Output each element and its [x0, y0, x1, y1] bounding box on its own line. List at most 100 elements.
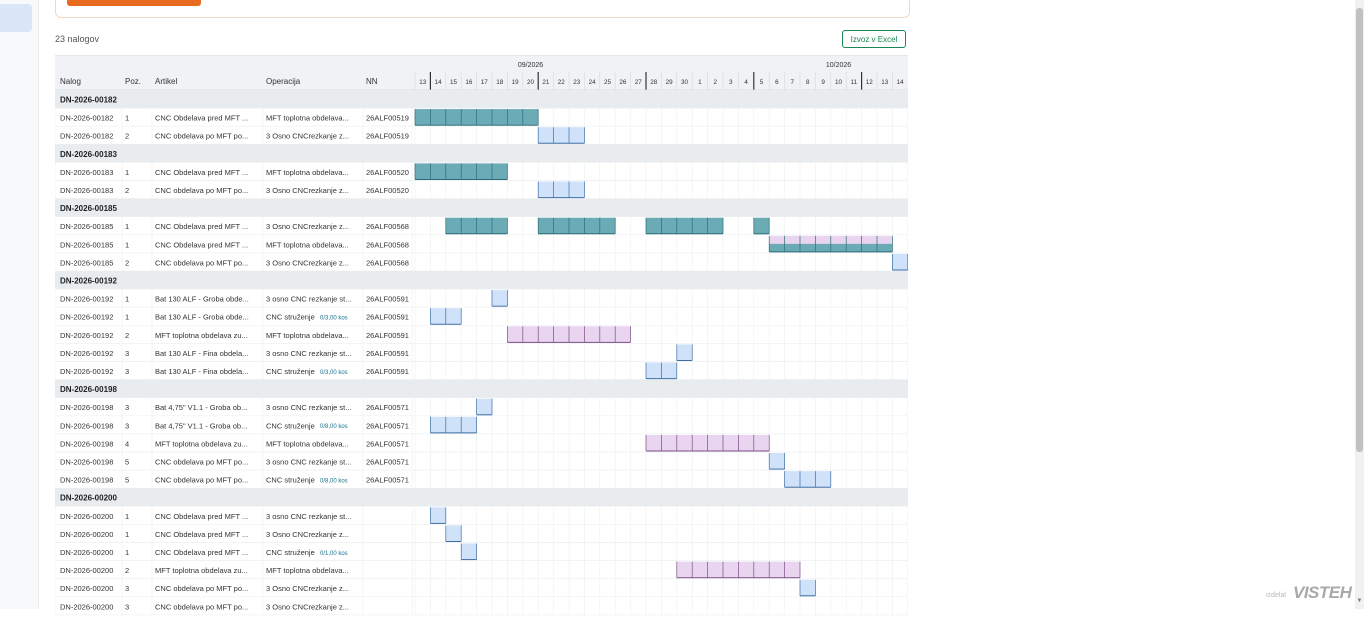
gantt-bar[interactable] — [445, 525, 462, 542]
cell-nn: 26ALF00591 — [366, 313, 409, 322]
gantt-bar[interactable] — [892, 253, 908, 270]
cell-nalog: DN-2026-00200 — [60, 566, 113, 575]
column-header-0: Nalog — [60, 77, 81, 86]
gantt-bar[interactable] — [646, 217, 723, 234]
cell-nn: 26ALF00568 — [366, 240, 409, 249]
gantt-bar[interactable] — [492, 290, 508, 307]
sidebar-item-active[interactable] — [0, 4, 32, 32]
cell-poz: 1 — [125, 114, 129, 123]
cell-operacija: MFT toplotna obdelava... — [266, 439, 349, 448]
scroll-down-icon[interactable]: ▼ — [1356, 598, 1363, 604]
cell-nalog: DN-2026-00185 — [60, 258, 113, 267]
cell-poz: 1 — [125, 240, 129, 249]
cell-nn: 26ALF00591 — [366, 295, 409, 304]
cell-nn: 26ALF00571 — [366, 458, 409, 467]
gantt-bar[interactable] — [769, 453, 785, 470]
cell-nalog: DN-2026-00200 — [60, 512, 113, 521]
cell-nalog: DN-2026-00200 — [60, 584, 113, 593]
day-label: 3 — [729, 79, 733, 86]
cell-operacija: CNC struženje — [266, 367, 315, 376]
gantt-bar[interactable] — [430, 507, 446, 524]
day-label: 28 — [650, 79, 658, 86]
group-row — [55, 488, 908, 507]
group-row — [55, 379, 908, 398]
cell-poz: 1 — [125, 168, 129, 177]
primary-action-button[interactable] — [67, 0, 201, 6]
cell-artikel: Bat 130 ALF - Groba obde... — [155, 313, 249, 322]
cell-nalog: DN-2026-00200 — [60, 548, 113, 557]
cell-artikel: MFT toplotna obdelava zu... — [155, 331, 248, 340]
day-label: 29 — [666, 79, 674, 86]
column-header-4: NN — [366, 77, 378, 86]
cell-nalog: DN-2026-00183 — [60, 186, 113, 195]
scrollbar[interactable]: ▼ — [1355, 0, 1364, 609]
cell-operacija: CNC struženje — [266, 421, 315, 430]
cell-artikel: MFT toplotna obdelava zu... — [155, 439, 248, 448]
day-label: 13 — [419, 79, 427, 86]
cell-nn: 26ALF00591 — [366, 349, 409, 358]
sidebar — [0, 0, 39, 609]
cell-artikel: CNC Obdelava pred MFT ... — [155, 512, 248, 521]
gantt-bar[interactable] — [784, 471, 831, 488]
cell-poz: 1 — [125, 512, 129, 521]
visteh-logo: izdelal VISTEH — [1266, 583, 1352, 606]
scrollbar-thumb[interactable] — [1356, 8, 1363, 452]
group-label: DN-2026-00200 — [60, 494, 117, 503]
day-label: 2 — [714, 79, 718, 86]
order-count: 23 nalogov — [55, 34, 100, 44]
gantt-bar[interactable] — [538, 127, 585, 144]
quantity-label: 0/3,00 kos — [320, 370, 348, 376]
cell-nn: 26ALF00568 — [366, 222, 409, 231]
cell-operacija: 3 osno CNC rezkanje st... — [266, 349, 351, 358]
quantity-label: 0/3,00 kos — [320, 316, 348, 322]
cell-artikel: MFT toplotna obdelava zu... — [155, 566, 248, 575]
cell-nn: 26ALF00519 — [366, 114, 409, 123]
day-label: 27 — [635, 79, 643, 86]
cell-artikel: CNC Obdelava pred MFT ... — [155, 168, 248, 177]
grid-header — [55, 56, 908, 90]
cell-operacija: 3 osno CNC rezkanje st... — [266, 295, 351, 304]
gantt-bar[interactable] — [476, 398, 492, 415]
gantt-bar[interactable] — [753, 217, 770, 234]
quantity-label: 0/1,00 kos — [320, 551, 348, 557]
day-label: 18 — [496, 79, 504, 86]
gantt-bar[interactable] — [538, 217, 616, 234]
cell-operacija: MFT toplotna obdelava... — [266, 168, 349, 177]
day-label: 25 — [604, 79, 612, 86]
day-label: 23 — [573, 79, 581, 86]
cell-nn: 26ALF00571 — [366, 476, 409, 485]
cell-nalog: DN-2026-00192 — [60, 313, 113, 322]
day-label: 13 — [881, 79, 889, 86]
cell-artikel: CNC Obdelava pred MFT ... — [155, 548, 248, 557]
cell-artikel: CNC obdelava po MFT po... — [155, 584, 248, 593]
gantt-bar[interactable] — [538, 181, 585, 198]
cell-artikel: CNC Obdelava pred MFT ... — [155, 530, 248, 539]
cell-poz: 2 — [125, 132, 129, 141]
cell-nn: 26ALF00591 — [366, 367, 409, 376]
gantt-bar[interactable] — [461, 543, 477, 560]
logo-prefix: izdelal — [1266, 592, 1286, 599]
cell-nalog: DN-2026-00185 — [60, 240, 113, 249]
cell-poz: 1 — [125, 530, 129, 539]
export-excel-button[interactable]: Izvoz v Excel — [842, 30, 906, 48]
gantt-bar[interactable] — [676, 344, 693, 361]
group-label: DN-2026-00183 — [60, 150, 117, 159]
day-label: 8 — [806, 79, 810, 86]
cell-operacija: MFT toplotna obdelava... — [266, 240, 349, 249]
day-label: 19 — [512, 79, 520, 86]
group-row — [55, 198, 908, 217]
cell-artikel: CNC obdelava po MFT po... — [155, 132, 248, 141]
day-label: 20 — [527, 79, 535, 86]
day-label: 15 — [450, 79, 458, 86]
group-row — [55, 90, 908, 109]
cell-poz: 4 — [125, 439, 129, 448]
gantt-bar[interactable] — [430, 416, 477, 433]
group-label: DN-2026-00185 — [60, 204, 117, 213]
day-label: 26 — [619, 79, 627, 86]
group-label: DN-2026-00198 — [60, 385, 117, 394]
cell-poz: 1 — [125, 548, 129, 557]
cell-poz: 2 — [125, 186, 129, 195]
cell-artikel: CNC Obdelava pred MFT ... — [155, 222, 248, 231]
gantt-bar[interactable] — [800, 579, 816, 596]
month-label: 10/2026 — [826, 62, 851, 69]
